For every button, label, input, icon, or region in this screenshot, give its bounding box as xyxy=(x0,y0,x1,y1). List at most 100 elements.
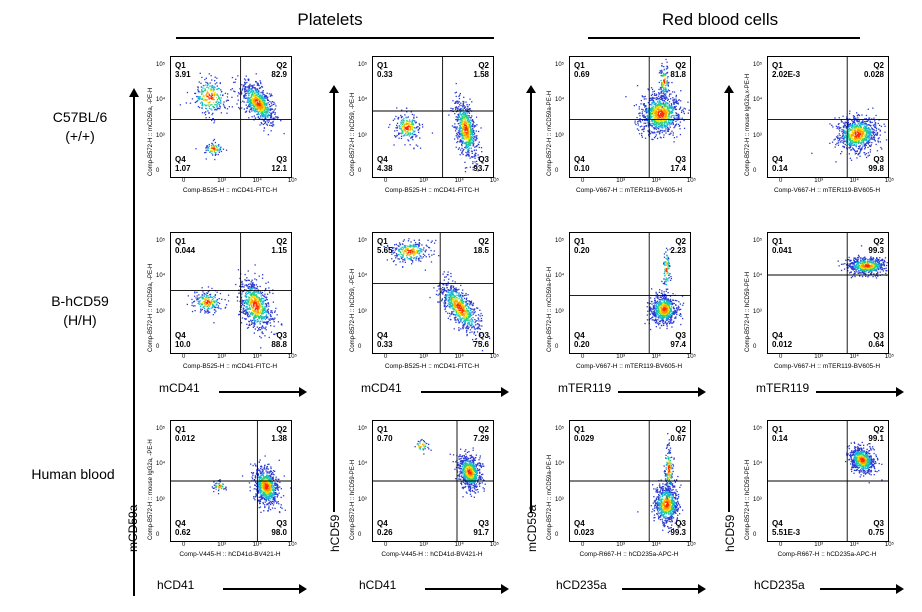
event-dot xyxy=(674,107,676,109)
event-dot xyxy=(207,308,209,310)
event-dot xyxy=(655,125,658,127)
event-dot xyxy=(214,306,216,309)
event-dot xyxy=(455,111,458,113)
event-dot xyxy=(196,295,198,297)
event-dot xyxy=(861,128,863,130)
event-dot xyxy=(673,114,675,117)
event-dot xyxy=(664,75,666,77)
plot-area: Q1 5.65 Q2 18.5 Q3 75.6 Q4 0.33 xyxy=(372,232,494,354)
event-dot xyxy=(470,129,472,131)
event-dot xyxy=(865,118,867,120)
event-dot xyxy=(661,117,663,119)
event-dot xyxy=(268,287,270,289)
event-dot xyxy=(222,94,224,96)
event-dot xyxy=(263,102,265,104)
quadrant-label-q3: Q3 93.7 xyxy=(473,155,489,173)
quadrant-percentage: 3.91 xyxy=(175,70,191,79)
event-dot xyxy=(445,298,447,300)
event-dot xyxy=(859,133,861,135)
event-dot xyxy=(857,142,860,144)
event-dot xyxy=(461,122,463,124)
y-tick-label: 10⁵ xyxy=(358,62,368,69)
event-dot xyxy=(651,116,653,118)
event-dot xyxy=(214,300,216,302)
event-dot xyxy=(245,82,247,84)
event-dot xyxy=(849,135,851,137)
event-dot xyxy=(199,305,202,308)
event-dot xyxy=(874,126,876,128)
event-dot xyxy=(667,126,669,128)
event-dot xyxy=(254,272,256,275)
event-dot xyxy=(457,140,459,143)
event-dot xyxy=(860,135,862,138)
event-dot xyxy=(214,93,216,95)
y-tick-label: 10⁵ xyxy=(555,62,565,69)
event-dot xyxy=(480,127,482,129)
event-dot xyxy=(860,143,862,145)
event-dot xyxy=(404,127,406,129)
event-dot xyxy=(254,323,256,325)
event-dot xyxy=(657,101,659,103)
event-dot xyxy=(253,94,255,96)
event-dot xyxy=(247,302,249,304)
event-dot xyxy=(649,108,651,110)
event-dot xyxy=(252,301,254,304)
event-dot xyxy=(664,117,666,119)
event-dot xyxy=(463,126,465,128)
event-dot xyxy=(406,123,409,125)
event-dot xyxy=(252,85,254,87)
event-dot xyxy=(203,85,205,87)
event-dot xyxy=(647,117,649,119)
event-dot xyxy=(396,129,398,132)
event-dot xyxy=(460,149,462,151)
event-dot xyxy=(671,104,673,106)
event-dot xyxy=(655,93,658,95)
event-dot xyxy=(253,318,255,320)
event-dot xyxy=(662,95,664,97)
event-dot xyxy=(256,309,258,311)
row-label-c57bl6: C57BL/6 (+/+) xyxy=(40,108,120,146)
event-dot xyxy=(866,133,868,136)
event-dot xyxy=(417,129,420,131)
event-dot xyxy=(651,119,653,122)
quadrant-percentage: 1.07 xyxy=(175,164,191,173)
event-dot xyxy=(663,73,665,75)
event-dot xyxy=(468,124,471,126)
event-dot xyxy=(398,133,400,136)
event-dot xyxy=(259,323,261,325)
event-dot xyxy=(270,108,272,110)
event-dot xyxy=(660,88,662,91)
event-dot xyxy=(252,306,254,308)
event-dot xyxy=(413,127,415,129)
event-dot xyxy=(209,294,211,296)
event-dot xyxy=(665,68,668,70)
event-dot xyxy=(860,133,862,135)
event-dot xyxy=(250,284,252,286)
event-dot xyxy=(651,108,653,110)
event-dot xyxy=(653,111,655,113)
event-dot xyxy=(666,124,669,126)
event-dot xyxy=(205,104,207,106)
event-dot xyxy=(212,143,214,145)
event-dot xyxy=(210,150,212,152)
event-dot xyxy=(468,134,470,137)
event-dot xyxy=(212,118,214,120)
event-dot xyxy=(842,115,844,117)
event-dot xyxy=(396,126,399,128)
event-dot xyxy=(266,98,269,100)
event-dot xyxy=(475,130,477,132)
event-dot xyxy=(669,112,671,114)
event-dot xyxy=(402,119,404,121)
event-dot xyxy=(466,144,468,146)
event-dot xyxy=(250,104,252,106)
event-dot xyxy=(249,315,251,317)
event-dot xyxy=(472,139,474,142)
event-dot xyxy=(253,105,255,108)
event-dot xyxy=(653,119,655,122)
event-dot xyxy=(275,116,277,118)
event-dot xyxy=(641,129,643,131)
event-dot xyxy=(643,127,645,129)
event-dot xyxy=(836,126,839,128)
event-dot xyxy=(214,158,216,161)
plot-area: Q1 0.044 Q2 1.15 Q3 88.8 Q4 10.0 xyxy=(170,232,292,354)
